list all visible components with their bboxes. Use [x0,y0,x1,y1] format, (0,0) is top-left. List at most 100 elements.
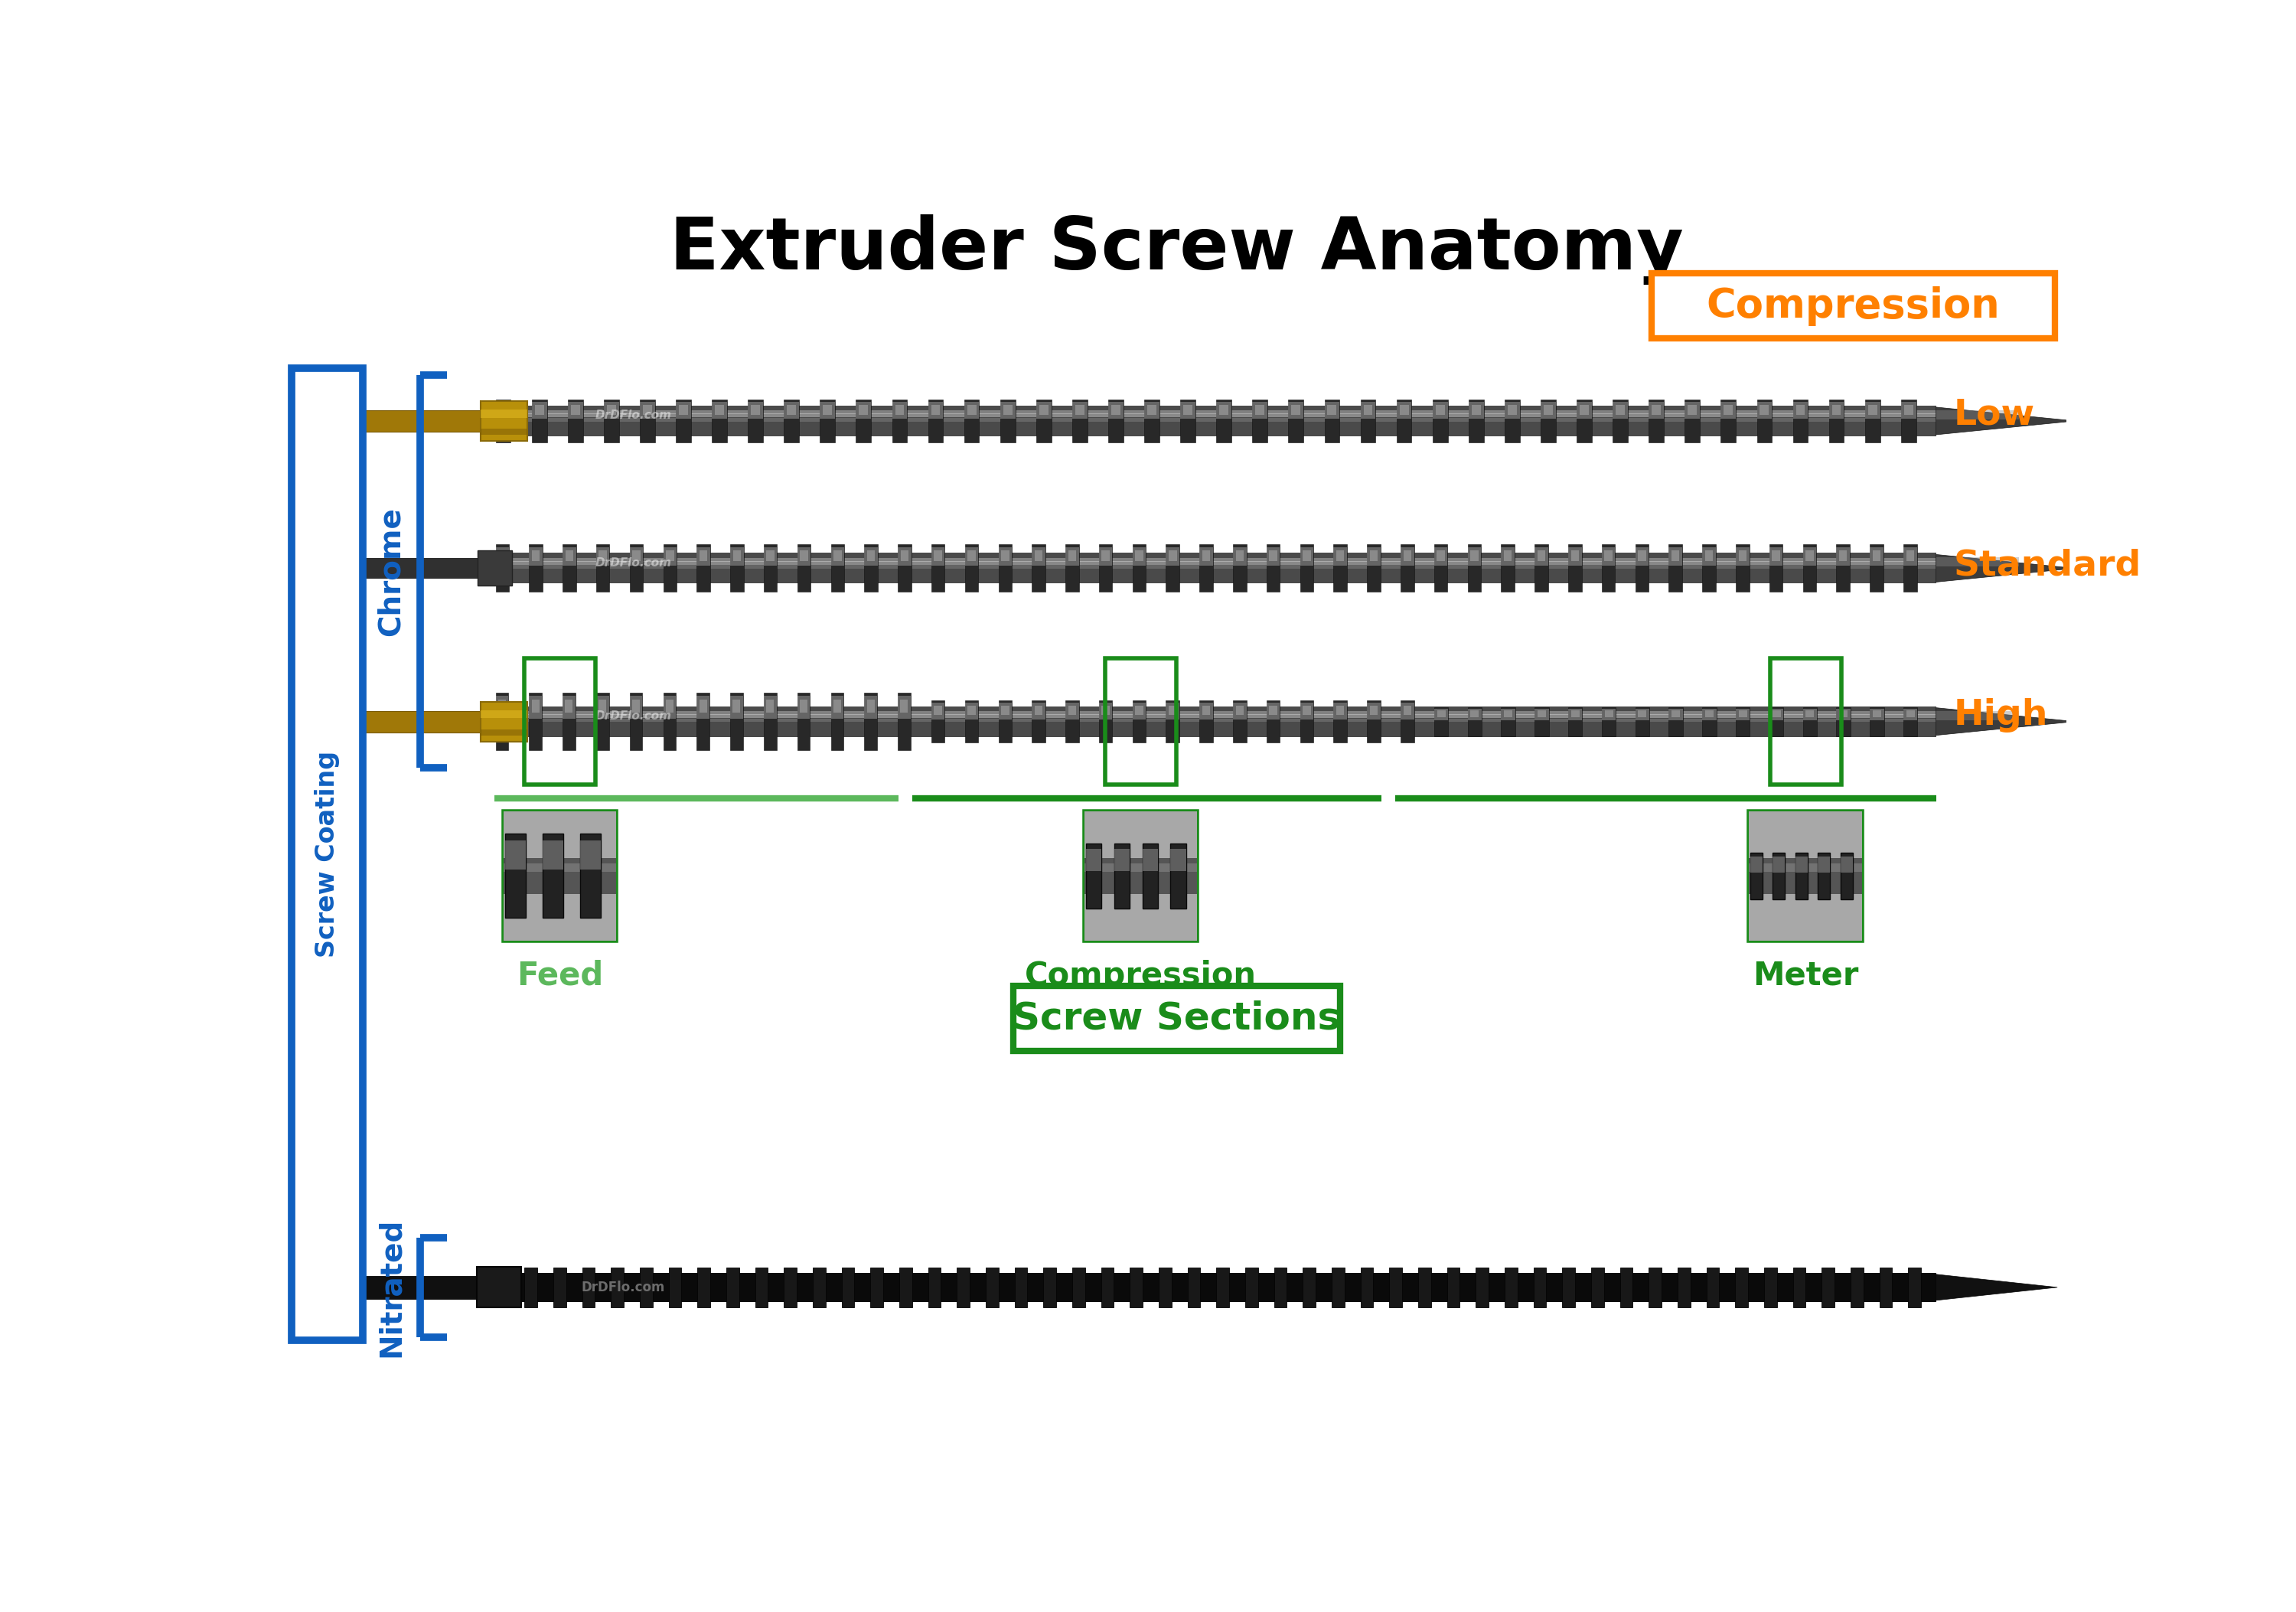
Polygon shape [1773,711,1782,717]
Polygon shape [1669,708,1683,737]
FancyBboxPatch shape [1084,811,1196,941]
Polygon shape [1770,546,1782,566]
Polygon shape [783,1267,797,1307]
Polygon shape [528,546,542,566]
Polygon shape [1936,408,2076,435]
Polygon shape [1671,711,1681,717]
Polygon shape [629,546,643,566]
Polygon shape [1366,546,1380,566]
Polygon shape [675,400,691,442]
Polygon shape [1472,405,1481,414]
Polygon shape [1419,1267,1430,1307]
Polygon shape [1300,703,1313,719]
Polygon shape [1591,1267,1605,1307]
Polygon shape [1701,545,1715,592]
Polygon shape [631,700,641,713]
Polygon shape [498,700,505,713]
Polygon shape [563,696,576,719]
Polygon shape [1802,546,1816,566]
Polygon shape [767,550,774,561]
Text: DrDFlo.com: DrDFlo.com [595,711,673,722]
Text: Extruder Screw Anatomy: Extruder Screw Anatomy [670,214,1683,285]
Bar [480,409,528,418]
Text: Chrome: Chrome [377,506,406,635]
Polygon shape [1908,1267,1922,1307]
Polygon shape [1504,401,1520,419]
Polygon shape [1795,853,1807,899]
Polygon shape [820,401,836,419]
Polygon shape [528,545,542,592]
Polygon shape [643,405,652,414]
Polygon shape [533,700,540,713]
Polygon shape [751,405,760,414]
Polygon shape [1720,400,1736,442]
Polygon shape [868,700,875,713]
Polygon shape [599,550,606,561]
Text: Screw Coating: Screw Coating [315,751,340,958]
Polygon shape [1219,405,1228,414]
Polygon shape [967,706,976,716]
Polygon shape [928,401,944,419]
Polygon shape [664,546,677,566]
Polygon shape [567,401,583,419]
Polygon shape [1669,545,1683,592]
Text: DrDFlo.com: DrDFlo.com [595,409,673,421]
Polygon shape [1688,405,1697,414]
Polygon shape [581,833,602,919]
Polygon shape [1100,701,1111,743]
Polygon shape [496,401,510,419]
Polygon shape [1065,701,1079,743]
Polygon shape [1903,708,1917,737]
Polygon shape [1706,1267,1720,1307]
Polygon shape [1603,546,1614,566]
Polygon shape [964,400,978,442]
Polygon shape [1773,853,1784,899]
Polygon shape [1936,558,2018,567]
Polygon shape [1561,1267,1575,1307]
Polygon shape [1603,708,1616,721]
Polygon shape [664,696,675,719]
Polygon shape [604,400,620,442]
Polygon shape [1901,400,1917,442]
Polygon shape [1327,405,1336,414]
Polygon shape [1612,400,1628,442]
Text: Nitrated: Nitrated [377,1217,406,1357]
Polygon shape [1637,550,1646,561]
Polygon shape [1756,400,1773,442]
Polygon shape [597,546,608,566]
Polygon shape [1756,401,1773,419]
Polygon shape [765,696,776,719]
Text: Compression: Compression [1024,959,1256,991]
Polygon shape [822,405,831,414]
Polygon shape [730,693,744,750]
Polygon shape [967,405,976,414]
Polygon shape [1134,550,1143,561]
Bar [494,711,1936,714]
Polygon shape [1031,546,1045,566]
Polygon shape [1880,1267,1892,1307]
Text: High: High [1954,698,2048,733]
Polygon shape [1736,708,1750,721]
Polygon shape [496,1267,507,1307]
Polygon shape [1300,546,1313,566]
Polygon shape [1102,550,1109,561]
Polygon shape [730,696,744,719]
Bar [494,414,1936,418]
Polygon shape [863,696,877,719]
Polygon shape [900,550,909,561]
Polygon shape [1701,708,1717,737]
Polygon shape [668,1267,682,1307]
Bar [503,811,615,941]
Polygon shape [572,405,581,414]
Polygon shape [1366,701,1380,743]
Text: Screw Sections: Screw Sections [1013,999,1341,1037]
Polygon shape [505,840,526,869]
Polygon shape [533,400,546,442]
Polygon shape [563,545,576,592]
Polygon shape [868,550,875,561]
Polygon shape [1362,401,1375,419]
Bar [480,401,528,440]
Polygon shape [542,833,563,919]
Polygon shape [565,700,572,713]
Polygon shape [1148,405,1157,414]
